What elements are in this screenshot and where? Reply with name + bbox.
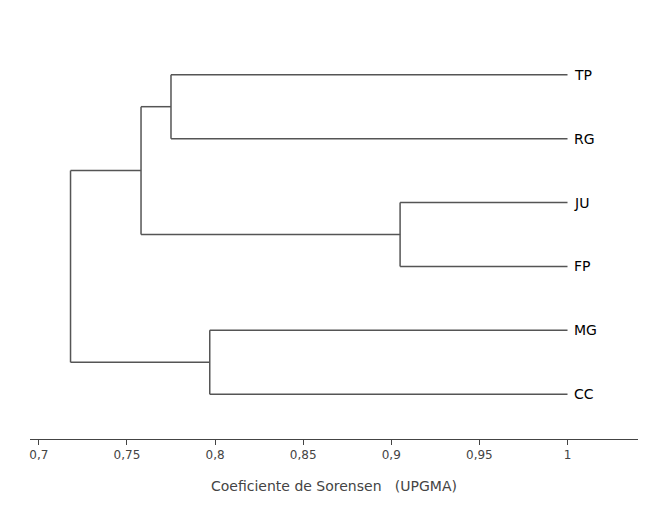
- svg-text:TP: TP: [574, 67, 592, 83]
- svg-text:0,75: 0,75: [114, 448, 141, 462]
- svg-text:JU: JU: [574, 195, 589, 211]
- svg-text:1: 1: [564, 448, 572, 462]
- svg-text:MG: MG: [574, 322, 597, 338]
- svg-text:Coeficiente de Sorensen (UPG: Coeficiente de Sorensen (UPGMA): [211, 478, 457, 494]
- svg-text:0,8: 0,8: [205, 448, 224, 462]
- svg-text:RG: RG: [574, 131, 595, 147]
- svg-text:0,9: 0,9: [382, 448, 401, 462]
- svg-text:CC: CC: [574, 386, 594, 402]
- svg-text:0,95: 0,95: [466, 448, 493, 462]
- svg-text:0,7: 0,7: [29, 448, 48, 462]
- svg-text:0,85: 0,85: [290, 448, 317, 462]
- svg-text:FP: FP: [574, 258, 591, 274]
